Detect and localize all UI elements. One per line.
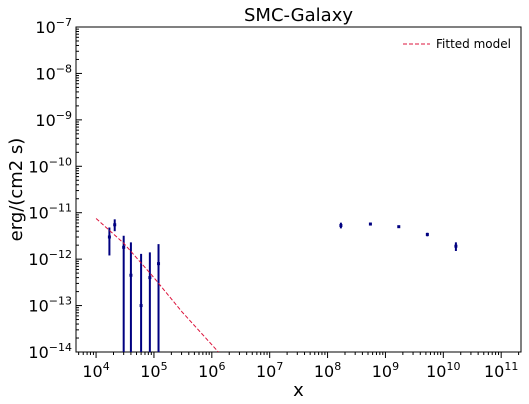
- x-tick-label: 107: [256, 360, 283, 381]
- data-point: [425, 232, 429, 236]
- y-tick-label: 10−9: [35, 109, 72, 130]
- fitted-model-line: [95, 218, 219, 352]
- data-point: [139, 304, 143, 308]
- data-point: [129, 273, 133, 277]
- x-tick-label: 109: [372, 360, 399, 381]
- y-tick-label: 10−14: [28, 341, 72, 362]
- data-point: [368, 222, 372, 226]
- x-axis-label: x: [293, 380, 304, 401]
- x-tick-label: 1010: [426, 360, 460, 381]
- y-tick-label: 10−7: [35, 16, 72, 37]
- data-point: [157, 262, 161, 266]
- x-tick-label: 108: [314, 360, 341, 381]
- x-tick-label: 105: [140, 360, 167, 381]
- data-point: [339, 224, 343, 228]
- data-point: [113, 223, 117, 227]
- legend: Fitted model: [403, 37, 511, 51]
- plot-area: 104 105 106 107 108 109 1010 1011 10−14 10−13 10−1…: [28, 16, 522, 381]
- y-axis-label: erg/(cm2 s): [6, 138, 27, 242]
- x-tick-label: 104: [82, 360, 109, 381]
- y-tick-label: 10−8: [35, 62, 72, 83]
- y-tick-label: 10−11: [28, 202, 72, 223]
- data-point: [397, 225, 401, 229]
- data-layer: [95, 218, 458, 352]
- legend-label-fitted-model: Fitted model: [436, 37, 511, 51]
- x-tick-label: 1011: [484, 360, 518, 381]
- data-point: [122, 245, 126, 249]
- chart-title: SMC-Galaxy: [244, 5, 353, 26]
- data-point: [454, 244, 458, 248]
- x-tick-label: 106: [198, 360, 225, 381]
- y-tick-label: 10−13: [28, 295, 72, 316]
- axes-frame: [75, 26, 522, 353]
- data-point: [107, 235, 111, 239]
- data-point: [148, 276, 152, 280]
- y-tick-label: 10−12: [28, 248, 72, 269]
- y-tick-label: 10−10: [28, 155, 72, 176]
